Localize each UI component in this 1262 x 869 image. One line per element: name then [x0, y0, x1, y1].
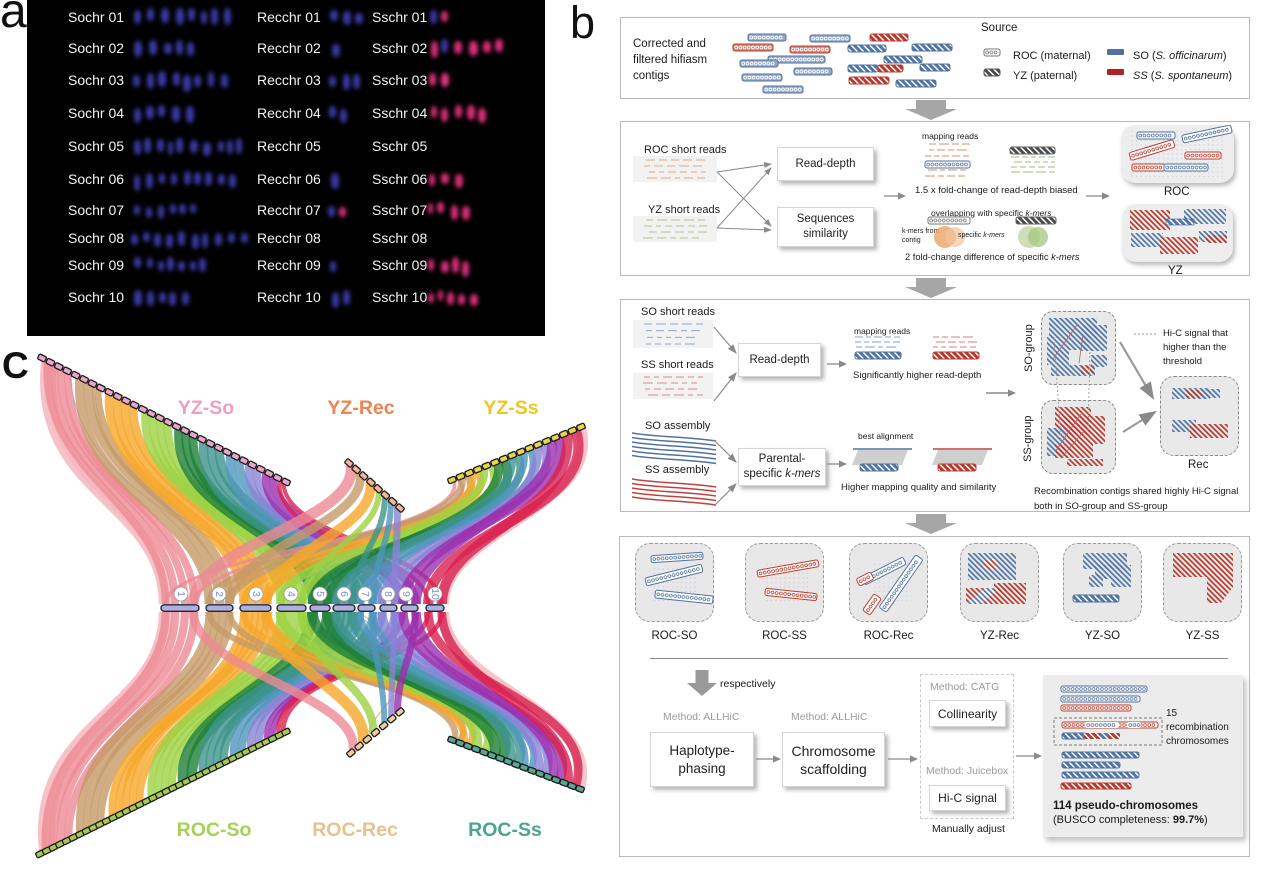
- svg-text:ROC-So: ROC-So: [177, 819, 252, 841]
- svg-text:5: 5: [314, 591, 326, 597]
- svg-text:8: 8: [382, 591, 394, 597]
- svg-text:YZ-Rec: YZ-Rec: [327, 397, 394, 419]
- svg-text:4: 4: [285, 591, 297, 597]
- svg-text:9: 9: [400, 591, 412, 597]
- svg-text:1: 1: [175, 591, 187, 597]
- svg-text:6: 6: [338, 591, 350, 597]
- svg-text:YZ-So: YZ-So: [178, 397, 234, 419]
- svg-text:ROC-Rec: ROC-Rec: [312, 819, 398, 841]
- svg-text:2: 2: [213, 591, 225, 597]
- svg-text:10: 10: [429, 588, 441, 600]
- svg-text:3: 3: [250, 591, 262, 597]
- svg-text:ROC-Ss: ROC-Ss: [468, 819, 542, 841]
- svg-text:7: 7: [359, 591, 371, 597]
- svg-text:YZ-Ss: YZ-Ss: [483, 397, 538, 419]
